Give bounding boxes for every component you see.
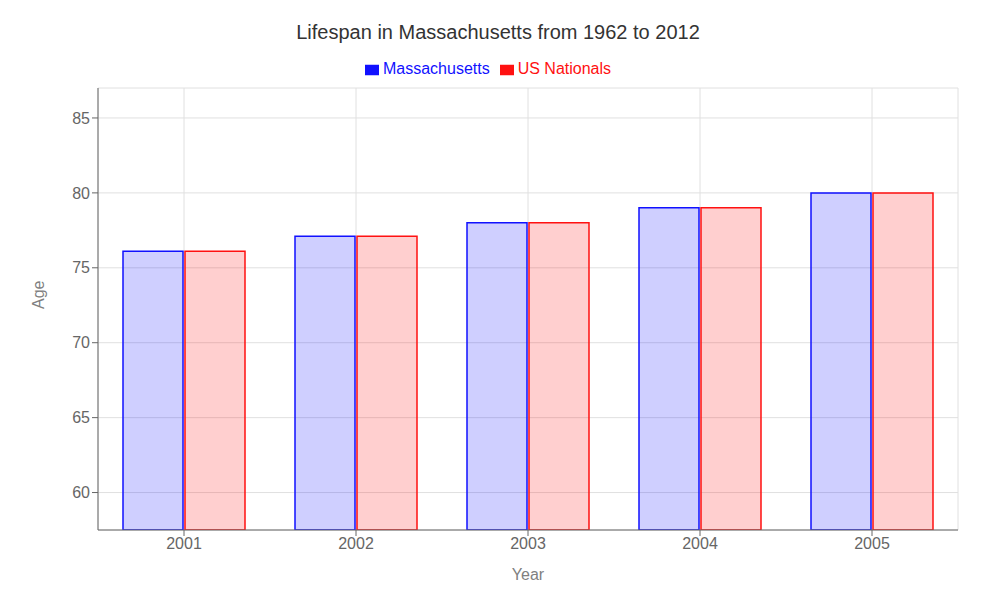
svg-text:2001: 2001 — [166, 535, 202, 552]
svg-text:70: 70 — [72, 334, 90, 351]
svg-text:65: 65 — [72, 409, 90, 426]
svg-text:2002: 2002 — [338, 535, 374, 552]
html-text:US Nationals: US Nationals — [517, 60, 611, 77]
svg-text:75: 75 — [72, 259, 90, 276]
svg-text:60: 60 — [72, 484, 90, 501]
html-text:Massachusetts: Massachusetts — [383, 60, 490, 77]
svg-text:2005: 2005 — [854, 535, 890, 552]
svg-text:80: 80 — [72, 185, 90, 202]
svg-text:Age: Age — [30, 280, 47, 309]
svg-text:2003: 2003 — [510, 535, 546, 552]
svg-text:85: 85 — [72, 110, 90, 127]
svg-text:2004: 2004 — [682, 535, 718, 552]
svg-text:Year: Year — [512, 566, 545, 583]
html-text:Lifespan in Massachusetts from: Lifespan in Massachusetts from 1962 to 2… — [296, 21, 700, 43]
